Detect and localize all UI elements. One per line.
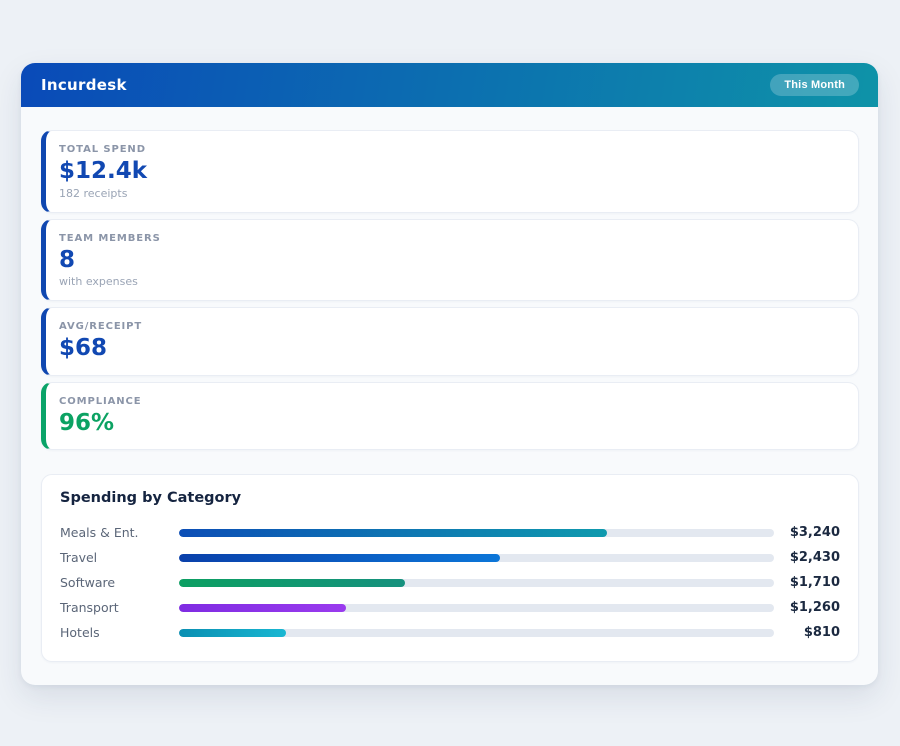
- bar-track: [179, 528, 774, 537]
- category-value: $1,260: [789, 600, 840, 616]
- category-row: Hotels $810: [60, 620, 840, 645]
- stat-card-total-spend: TOTAL SPEND $12.4k 182 receipts: [41, 130, 859, 213]
- bar-track: [179, 578, 774, 587]
- app-header: Incurdesk This Month: [21, 63, 878, 107]
- spending-by-category-card: Spending by Category Meals & Ent. $3,240 T…: [41, 474, 859, 663]
- category-row: Meals & Ent. $3,240: [60, 520, 840, 545]
- category-label: Software: [60, 575, 116, 591]
- stat-subtext: with expenses: [59, 275, 138, 289]
- category-row: Software $1,710: [60, 570, 840, 595]
- section-title: Spending by Category: [60, 490, 242, 507]
- stat-label: TEAM MEMBERS: [59, 232, 161, 244]
- category-row: Travel $2,430: [60, 545, 840, 570]
- bar-track: [179, 603, 774, 612]
- stat-label: AVG/RECEIPT: [59, 321, 143, 333]
- category-label: Hotels: [60, 625, 100, 641]
- stat-card-team-members: TEAM MEMBERS 8 with expenses: [41, 218, 859, 302]
- category-label: Meals & Ent.: [60, 525, 139, 541]
- bar-fill: [179, 628, 287, 637]
- stat-value: 96%: [59, 409, 115, 436]
- category-label: Transport: [60, 600, 119, 616]
- bar-fill: [179, 603, 346, 612]
- app-card: Incurdesk This Month TOTAL SPEND $12.4k …: [21, 63, 878, 685]
- category-value: $1,710: [789, 575, 840, 591]
- category-label: Travel: [60, 550, 98, 566]
- stat-label: TOTAL SPEND: [59, 144, 146, 155]
- bar-fill: [179, 553, 501, 562]
- category-value: $2,430: [789, 550, 840, 566]
- stat-value: $12.4k: [59, 158, 148, 184]
- content: TOTAL SPEND $12.4k 182 receipts TEAM MEM…: [21, 107, 878, 684]
- category-row: Transport $1,260: [60, 595, 840, 620]
- period-badge-button[interactable]: This Month: [770, 74, 859, 96]
- category-value: $810: [803, 625, 840, 641]
- stat-value: 8: [59, 246, 76, 273]
- bar-track: [179, 553, 774, 562]
- app-title: Incurdesk: [41, 76, 127, 94]
- bar-fill: [179, 528, 608, 537]
- bar-fill: [179, 578, 406, 587]
- category-value: $3,240: [789, 525, 840, 541]
- stat-card-avg-receipt: AVG/RECEIPT $68: [41, 307, 859, 376]
- stat-subtext: 182 receipts: [59, 186, 128, 200]
- stat-label: COMPLIANCE: [59, 395, 142, 407]
- bar-track: [179, 628, 774, 637]
- category-rows: Meals & Ent. $3,240 Travel $2,430 Software $1…: [60, 520, 840, 645]
- stat-value: $68: [59, 335, 108, 362]
- stat-card-compliance: COMPLIANCE 96%: [41, 381, 859, 451]
